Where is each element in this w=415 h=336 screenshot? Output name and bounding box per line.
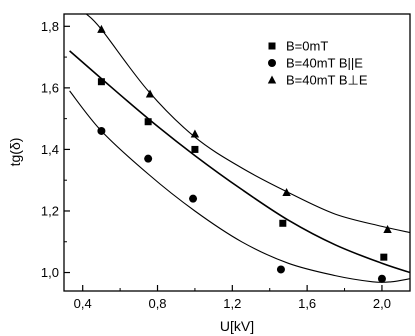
- data-point-square: [97, 78, 105, 86]
- legend-label: B=40mT B⊥E: [286, 73, 368, 88]
- fit-curve-triangle: [86, 14, 410, 234]
- fit-curve-circle: [69, 90, 410, 283]
- legend-marker-triangle: [267, 75, 277, 84]
- x-axis-label: U[kV]: [220, 318, 254, 334]
- y-axis-label: tg(δ): [7, 138, 23, 167]
- y-tick-label: 1,0: [41, 265, 59, 280]
- legend-marker-square: [268, 42, 276, 50]
- y-tick-label: 1,6: [41, 80, 59, 95]
- y-tick-label: 1,8: [41, 19, 59, 34]
- data-point-triangle: [145, 89, 155, 98]
- data-point-circle: [97, 126, 106, 135]
- data-point-square: [380, 253, 388, 261]
- data-point-circle: [189, 194, 198, 203]
- data-point-square: [144, 118, 152, 126]
- axis-ticks: 0,4 0,8 1,2 1,6 2,0 1,0 1,2 1,4 1,6 1,8: [41, 19, 391, 311]
- x-tick-label: 2,0: [373, 296, 391, 311]
- legend-label: B=0mT: [286, 39, 328, 54]
- y-tick-label: 1,2: [41, 203, 59, 218]
- data-point-circle: [144, 154, 153, 163]
- data-point-square: [191, 145, 199, 153]
- data-point-circle: [377, 274, 386, 283]
- x-tick-label: 1,2: [223, 296, 241, 311]
- data-points: [97, 24, 392, 283]
- fit-curve-square: [69, 50, 410, 274]
- data-point-triangle: [97, 24, 106, 33]
- data-point-triangle: [282, 188, 291, 197]
- data-point-square: [279, 219, 287, 227]
- data-point-triangle: [383, 224, 392, 233]
- y-tick-label: 1,4: [41, 142, 59, 157]
- legend-marker-circle: [268, 59, 276, 67]
- x-tick-label: 0,8: [148, 296, 166, 311]
- data-point-circle: [276, 265, 285, 274]
- fit-curves: [69, 14, 410, 283]
- legend: B=0mT B=40mT B||E B=40mT B⊥E: [267, 39, 368, 88]
- x-tick-label: 1,6: [298, 296, 316, 311]
- plot-frame: [63, 13, 411, 292]
- data-point-triangle: [190, 129, 200, 138]
- legend-label: B=40mT B||E: [286, 56, 363, 71]
- x-tick-label: 0,4: [74, 296, 92, 311]
